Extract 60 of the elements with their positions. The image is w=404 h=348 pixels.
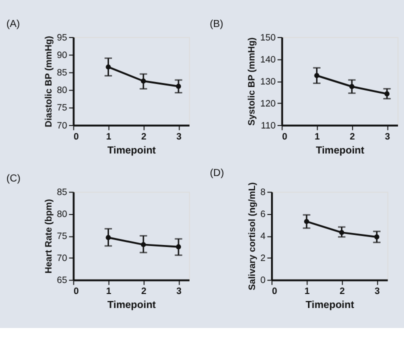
point [339, 230, 344, 236]
y-tick-label: 85 [56, 68, 68, 78]
y-tick-label: 130 [260, 76, 276, 86]
y-tick-label: 95 [56, 32, 68, 42]
y-tick-label: 70 [56, 120, 68, 130]
y-tick-label: 120 [260, 98, 276, 108]
y-tick-label: 90 [56, 50, 68, 60]
y-tick-label: 4 [260, 231, 266, 242]
x-tick-label: 0 [282, 131, 288, 142]
x-axis-title: Timepoint [107, 300, 156, 312]
y-tick-label: 70 [56, 253, 68, 264]
y-tick-label: 85 [56, 187, 68, 198]
chart-title: (A) [6, 18, 20, 30]
x-tick-label: 2 [350, 131, 355, 142]
y-axis-title: Diastolic BP (mmHg) [43, 36, 54, 128]
x-axis-title: Timepoint [306, 300, 355, 312]
point [176, 244, 182, 250]
x-tick-label: 2 [141, 131, 146, 142]
x-tick-label: 2 [141, 286, 146, 296]
chart-title: (D) [210, 168, 224, 180]
y-axis-title: Heart Rate (bpm) [43, 199, 54, 274]
point [106, 235, 111, 240]
chart-title: (C) [6, 174, 21, 185]
x-tick-label: 3 [384, 131, 390, 142]
x-axis-title: Timepoint [107, 145, 156, 156]
y-tick-label: 6 [260, 209, 266, 220]
y-axis-title: Systolic BP (mmHg) [246, 37, 257, 126]
x-tick-label: 3 [374, 286, 380, 296]
y-tick-label: 8 [260, 187, 266, 198]
y-tick-label: 80 [56, 85, 68, 96]
point [314, 73, 320, 78]
y-tick-label: 75 [56, 102, 68, 113]
x-tick-label: 0 [74, 286, 79, 296]
x-tick-label: 3 [176, 131, 182, 142]
point [304, 218, 310, 224]
point [106, 64, 111, 70]
y-tick-label: 150 [260, 32, 276, 42]
x-axis-title: Timepoint [316, 145, 365, 156]
y-tick-label: 75 [56, 231, 68, 242]
y-tick-label: 65 [56, 275, 68, 286]
x-tick-label: 1 [304, 286, 310, 296]
x-tick-label: 1 [106, 131, 112, 142]
y-tick-label: 80 [56, 209, 68, 220]
x-tick-label: 2 [340, 286, 345, 296]
y-tick-label: 0 [260, 275, 266, 286]
point [140, 78, 146, 84]
x-tick-label: 1 [106, 286, 112, 296]
y-tick-label: 140 [260, 54, 276, 64]
x-tick-label: 0 [74, 131, 79, 142]
point [176, 84, 182, 89]
chart-title: (B) [210, 18, 224, 30]
y-tick-label: 2 [260, 253, 266, 264]
y-tick-label: 110 [260, 120, 276, 130]
point [374, 234, 380, 240]
point [349, 84, 354, 90]
x-tick-label: 3 [176, 286, 182, 296]
y-axis-title: Salivary cortisol (ng/mL) [246, 182, 257, 290]
x-tick-label: 1 [314, 131, 320, 142]
point [140, 242, 146, 248]
point [384, 91, 390, 96]
